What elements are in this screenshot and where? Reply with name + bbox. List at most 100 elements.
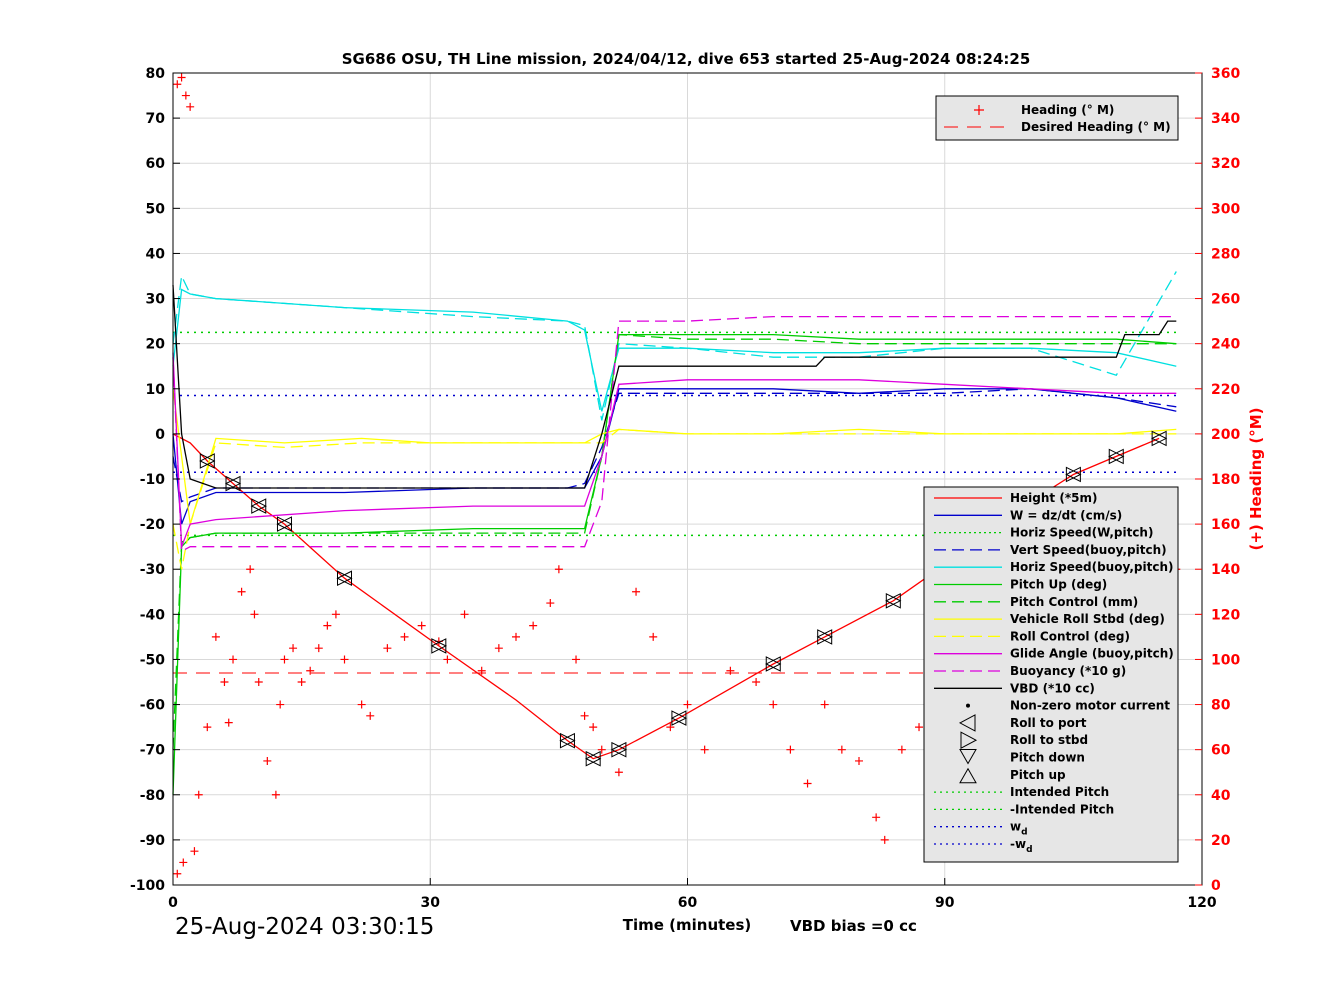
heading-point [306,666,315,675]
heading-point [443,655,452,664]
heading-point [250,610,259,619]
heading-point [837,745,846,754]
heading-point [529,621,538,630]
legend-main-label: Height (*5m) [1010,491,1097,505]
legend-heading-box [935,95,1179,141]
y-tick-label-left: 20 [146,337,166,353]
heading-point [400,632,409,641]
heading-point [323,621,332,630]
roll-to-port-marker [1151,430,1167,447]
axis-ticks: 0 30 60 90 120-100-90-80-70-60-50-40-30-20-1… [130,66,1241,911]
heading-point [820,700,829,709]
legend-main-label: Pitch down [1010,751,1085,765]
series-line [172,271,1177,421]
x-tick-label: 90 [935,895,955,911]
y-tick-label-right: 200 [1211,427,1240,443]
legend-main: Height (*5m) W = dz/dt (cm/s) Horiz Speed(… [923,486,1179,863]
legend-main-label: Intended Pitch [1010,785,1109,799]
y-tick-label-left: -20 [140,517,166,533]
x-tick-label: 30 [421,895,441,911]
heading-point [340,655,349,664]
y-tick-label-left: 40 [146,246,166,262]
heading-point [181,91,190,100]
heading-point [546,599,555,608]
roll-to-port-marker [816,629,833,645]
date-stamp: 25-Aug-2024 03:30:15 [175,914,434,940]
roll-to-port-marker [610,741,627,758]
heading-point [752,678,761,686]
heading-point [880,835,889,844]
heading-point [477,666,486,675]
heading-point [276,700,285,709]
legend-heading-marker [974,105,984,115]
y-tick-label-right: 100 [1211,652,1240,668]
roll-to-port-marker [336,570,352,587]
x-tick-label: 60 [678,895,698,911]
y-tick-label-left: -30 [140,562,166,578]
y-tick-label-right: 320 [1211,156,1240,172]
heading-point [211,632,220,641]
heading-point [229,655,238,664]
y-tick-label-right: 240 [1211,337,1240,353]
legend-main-label: -Intended Pitch [1010,802,1114,816]
legend-main-label: W = dz/dt (cm/s) [1010,508,1122,522]
roll-to-port-marker [765,656,781,672]
y-tick-label-left: -60 [140,698,166,714]
legend-heading-label: Desired Heading (° M) [1021,120,1171,134]
y-tick-label-right: 280 [1211,246,1240,262]
y-tick-label-right: 220 [1211,382,1240,398]
heading-point [572,655,581,664]
y-tick-label-left: 50 [146,201,166,217]
vbd-bias-note: VBD bias =0 cc [790,917,917,935]
y-tick-label-left: -10 [140,472,166,488]
heading-point [280,655,289,664]
heading-point [632,587,641,596]
heading-point [254,678,263,686]
heading-point [237,587,246,596]
series-line [172,388,1177,503]
y-tick-label-left: -100 [130,878,165,894]
roll-to-port-marker [276,516,292,532]
roll-to-port-marker [559,732,575,749]
series-line [172,284,1177,489]
heading-point [554,565,563,574]
roll-to-port-marker [585,750,601,767]
heading-point [173,80,182,89]
heading-point [512,632,520,641]
roll-to-port-marker [430,638,447,654]
legend-main-label: Horiz Speed(W,pitch) [1010,526,1153,540]
legend-main-marker [958,714,976,732]
heading-point [186,102,195,111]
x-tick-label: 120 [1187,895,1216,911]
heading-point [179,858,188,867]
roll-to-port-marker [1108,448,1124,465]
heading-point [190,847,199,856]
legend-main-label: Vert Speed(buoy,pitch) [1010,543,1167,557]
legend-main-label: Glide Angle (buoy,pitch) [1010,647,1174,661]
y-tick-label-right: 80 [1211,698,1231,714]
legend-main-label: Horiz Speed(buoy,pitch) [1010,560,1173,574]
y-tick-label-left: 0 [155,427,165,443]
heading-point [786,745,795,754]
heading-point [203,723,212,732]
y-tick-label-right: 300 [1211,201,1240,217]
heading-point [589,723,598,732]
legend-main-label: Pitch up [1010,768,1066,782]
legend-main-marker [960,731,978,750]
y-tick-label-right: 40 [1211,788,1231,804]
legend-main-label: Vehicle Roll Stbd (deg) [1010,612,1165,626]
y-tick-label-left: 10 [146,382,166,398]
heading-point [683,700,692,709]
heading-point [289,644,298,653]
heading-point [331,610,340,619]
heading-point [614,768,623,777]
roll-to-port-marker [885,592,901,609]
series-line [172,428,1177,570]
heading-point [872,813,881,822]
heading-point [173,869,182,878]
heading-point [177,73,186,82]
heading-point [366,711,375,720]
y-axis-label-right: (+) Heading (°M) [1247,407,1265,550]
x-tick-label: 0 [168,895,178,911]
y-tick-label-right: 260 [1211,292,1240,308]
